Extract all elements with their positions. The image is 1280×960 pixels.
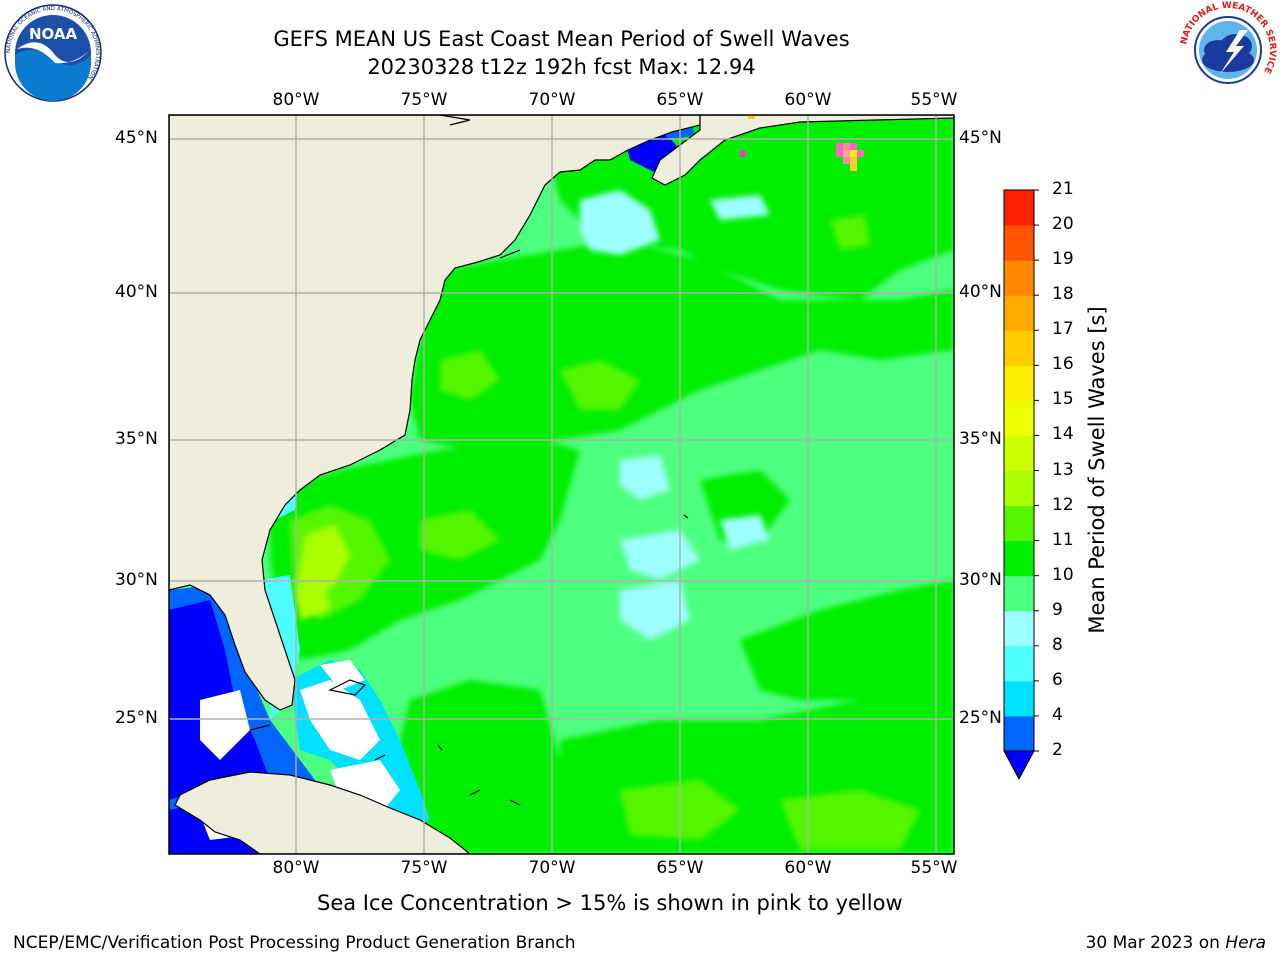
colorbar <box>1003 189 1039 781</box>
lat-label-left-25n: 25°N <box>115 708 158 728</box>
colorbar-tick-label: 20 <box>1052 214 1074 235</box>
colorbar-segment <box>1004 540 1034 577</box>
colorbar-title: Mean Period of Swell Waves [s] <box>1085 306 1109 634</box>
colorbar-segment <box>1004 715 1034 752</box>
lat-label-left-40n: 40°N <box>115 282 158 302</box>
footer-credit: NCEP/EMC/Verification Post Processing Pr… <box>13 933 576 953</box>
colorbar-segment <box>1004 470 1034 507</box>
colorbar-tick-label: 8 <box>1052 634 1063 655</box>
colorbar-extend-arrow <box>1003 750 1035 781</box>
lat-label-right-40n: 40°N <box>959 282 1002 302</box>
colorbar-tick-label: 12 <box>1052 494 1074 515</box>
lon-label-bottom-70w: 70°W <box>528 858 576 878</box>
nova-scotia-land <box>651 115 954 186</box>
lat-label-right-30n: 30°N <box>959 570 1002 590</box>
sea-ice-pixels <box>740 115 864 171</box>
sea-ice-note: Sea Ice Concentration > 15% is shown in … <box>317 891 903 915</box>
colorbar-tick-label: 16 <box>1052 354 1074 375</box>
lon-label-bottom-60w: 60°W <box>784 858 832 878</box>
cuba-land <box>174 771 471 854</box>
lon-label-bottom-65w: 65°W <box>656 858 704 878</box>
islands <box>249 115 689 806</box>
colorbar-segment <box>1004 330 1034 366</box>
footer-date-text: 30 Mar 2023 on <box>1085 933 1226 953</box>
colorbar-segment <box>1004 610 1034 647</box>
footer-date: 30 Mar 2023 on Hera <box>1086 933 1266 953</box>
colorbar-tick-label: 2 <box>1052 740 1063 760</box>
lat-label-left-30n: 30°N <box>115 570 158 590</box>
lon-label-top-65w: 65°W <box>656 90 704 110</box>
lat-label-right-35n: 35°N <box>959 429 1002 449</box>
colorbar-segment <box>1004 645 1034 682</box>
colorbar-segment <box>1004 505 1034 542</box>
colorbar-tick-label: 13 <box>1052 459 1074 480</box>
lat-label-right-45n: 45°N <box>959 128 1002 148</box>
colorbar-tick-label: 11 <box>1052 529 1074 550</box>
lon-label-top-60w: 60°W <box>784 90 832 110</box>
lon-label-top-80w: 80°W <box>272 90 320 110</box>
colorbar-tick-label: 15 <box>1052 389 1074 410</box>
lon-label-bottom-75w: 75°W <box>400 858 448 878</box>
colorbar-tick-label: 9 <box>1052 599 1063 620</box>
colorbar-segment <box>1004 435 1034 471</box>
colorbar-tick-label: 14 <box>1052 424 1074 445</box>
colorbar-tick-label: 4 <box>1052 704 1063 725</box>
lon-label-bottom-80w: 80°W <box>272 858 320 878</box>
nws-logo: NATIONAL WEATHER SERVICE <box>1179 1 1277 98</box>
colorbar-tick-label: 6 <box>1052 669 1063 690</box>
colorbar-tick-label: 21 <box>1052 179 1074 199</box>
lat-label-right-25n: 25°N <box>959 708 1002 728</box>
colorbar-tick-label: 18 <box>1052 284 1074 305</box>
colorbar-segment <box>1004 575 1034 612</box>
land <box>169 115 954 854</box>
colorbar-segment <box>1004 190 1034 226</box>
colorbar-tick-label: 17 <box>1052 319 1074 340</box>
map-subtitle: 20230328 t12z 192h fcst Max: 12.94 <box>367 55 756 79</box>
noaa-logo: NATIONAL OCEANIC AND ATMOSPHERIC ADMINIS… <box>4 4 102 102</box>
lon-label-bottom-55w: 55°W <box>910 858 958 878</box>
colorbar-segment <box>1004 225 1034 261</box>
map-title: GEFS MEAN US East Coast Mean Period of S… <box>273 27 850 51</box>
lat-label-left-45n: 45°N <box>115 128 158 148</box>
colorbar-segment <box>1004 400 1034 436</box>
map-frame <box>168 114 955 855</box>
colorbar-tick-label: 10 <box>1052 564 1074 585</box>
footer-machine: Hera <box>1225 933 1266 953</box>
colorbar-segment <box>1004 680 1034 717</box>
lat-label-left-35n: 35°N <box>115 429 158 449</box>
colorbar-segment <box>1004 295 1034 331</box>
colorbar-segment <box>1004 365 1034 401</box>
svg-text:NOAA: NOAA <box>29 25 78 43</box>
us-east-coast-land <box>169 115 701 711</box>
lon-label-top-55w: 55°W <box>910 90 958 110</box>
graticule <box>169 115 954 854</box>
map-canvas <box>169 115 954 854</box>
lon-label-top-75w: 75°W <box>400 90 448 110</box>
lon-label-top-70w: 70°W <box>528 90 576 110</box>
colorbar-segment <box>1004 260 1034 296</box>
colorbar-tick-label: 19 <box>1052 249 1074 270</box>
